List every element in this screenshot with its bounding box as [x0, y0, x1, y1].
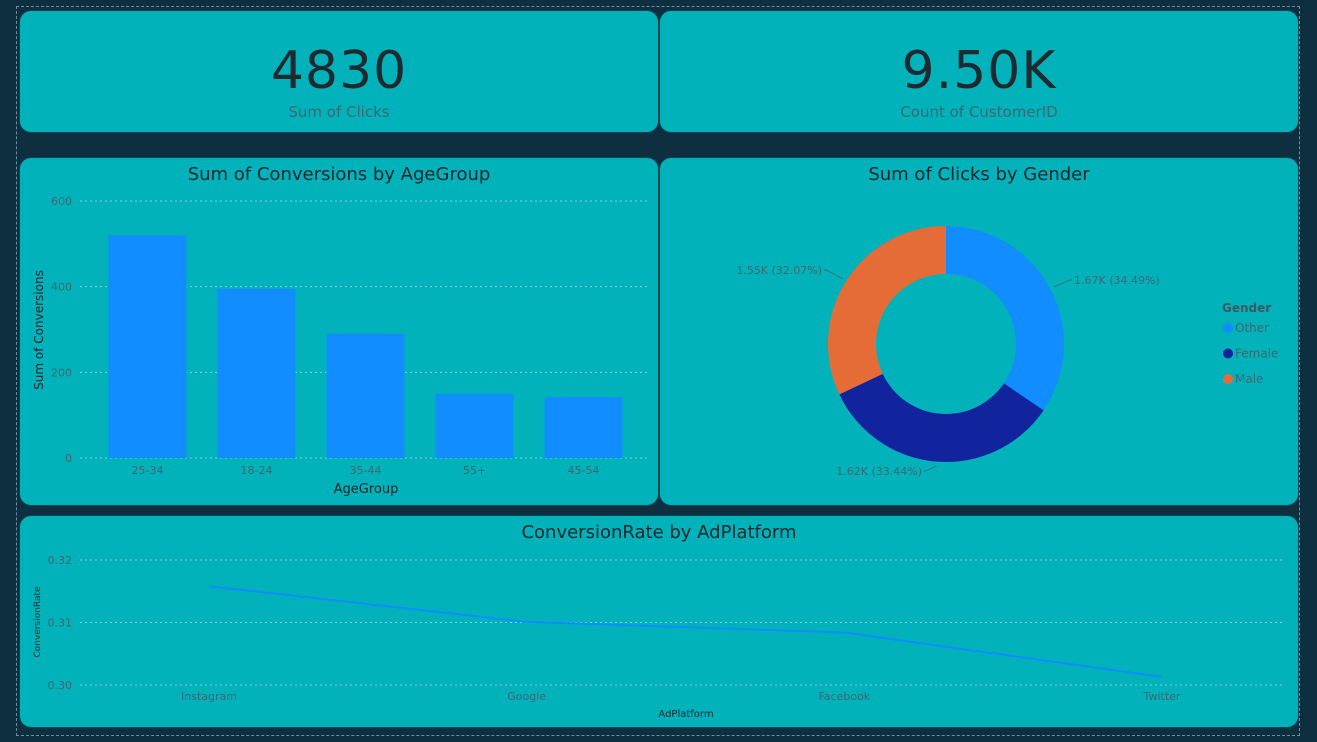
- line-chart-card[interactable]: ConversionRate by AdPlatform 0.30 0.31 0.3…: [19, 515, 1299, 728]
- kpi-value-clicks: 4830: [270, 41, 408, 101]
- bar-x-tick-label: 45-54: [568, 464, 600, 477]
- bar-45-54[interactable]: [544, 397, 623, 458]
- line-y-tick-label: 0.30: [48, 679, 73, 692]
- legend-marker-male: [1223, 374, 1233, 384]
- bar-x-tick-label: 35-44: [350, 464, 382, 477]
- bar-chart: 0 200 400 600 25-34 18-24 35-44 55+ 45-54 AgeGr…: [32, 195, 650, 497]
- kpi-label-clicks: Sum of Clicks: [288, 103, 390, 121]
- donut-chart: 1.67K (34.49%) 1.62K (33.44%) 1.55K (32.07…: [736, 226, 1278, 478]
- donut-leader-line: [924, 465, 937, 472]
- line-x-tick-label: Google: [507, 690, 546, 703]
- bar-55+[interactable]: [435, 393, 514, 458]
- donut-chart-title: Sum of Clicks by Gender: [868, 164, 1090, 185]
- donut-data-label: 1.67K (34.49%): [1074, 274, 1160, 287]
- bar-x-tick-label: 18-24: [241, 464, 273, 477]
- line-chart-title: ConversionRate by AdPlatform: [521, 522, 797, 543]
- donut-chart-card[interactable]: Sum of Clicks by Gender 1.67K (34.49%) 1.…: [659, 157, 1299, 506]
- legend-title: Gender: [1222, 301, 1271, 315]
- bar-chart-title: Sum of Conversions by AgeGroup: [187, 164, 491, 185]
- bar-y-tick-label: 400: [51, 281, 72, 294]
- bar-35-44[interactable]: [326, 333, 405, 458]
- bar-x-tick-label: 25-34: [132, 464, 164, 477]
- donut-data-label: 1.62K (33.44%): [836, 465, 922, 478]
- bar-y-tick-label: 200: [51, 366, 72, 379]
- line-y-tick-label: 0.32: [48, 554, 73, 567]
- line-chart: 0.30 0.31 0.32 Instagram Google Facebook Twit…: [33, 554, 1282, 720]
- legend-item-female[interactable]: Female: [1235, 347, 1278, 361]
- line-chart-y-axis-title: ConversionRate: [33, 586, 43, 658]
- legend-marker-female: [1223, 348, 1233, 359]
- kpi-label-customers: Count of CustomerID: [900, 103, 1058, 121]
- kpi-card-clicks[interactable]: 4830 Sum of Clicks: [19, 10, 659, 133]
- bar-chart-x-axis-title: AgeGroup: [334, 482, 399, 497]
- line-x-tick-label: Twitter: [1143, 690, 1181, 703]
- donut-slice-female[interactable]: [839, 373, 1044, 462]
- donut-slice-other[interactable]: [946, 226, 1064, 411]
- legend-marker-other: [1223, 323, 1233, 333]
- line-x-tick-label: Facebook: [818, 690, 870, 703]
- line-x-tick-label: Instagram: [181, 690, 237, 703]
- kpi-value-customers: 9.50K: [901, 41, 1057, 101]
- line-series-conversionrate[interactable]: [208, 585, 1163, 678]
- donut-leader-line: [824, 269, 844, 280]
- bar-x-tick-label: 55+: [463, 464, 486, 477]
- donut-slice-male[interactable]: [828, 226, 946, 395]
- bar-y-tick-label: 0: [65, 452, 72, 465]
- donut-data-label: 1.55K (32.07%): [736, 264, 822, 277]
- donut-leader-line: [1053, 279, 1072, 288]
- bar-y-tick-label: 600: [51, 195, 72, 208]
- kpi-card-customers[interactable]: 9.50K Count of CustomerID: [659, 10, 1299, 133]
- report-canvas-frame: [16, 6, 1300, 736]
- legend-item-male[interactable]: Male: [1235, 372, 1263, 386]
- bar-18-24[interactable]: [217, 288, 296, 458]
- legend-item-other[interactable]: Other: [1235, 321, 1269, 335]
- line-y-tick-label: 0.31: [48, 617, 73, 630]
- bar-chart-y-axis-title: Sum of Conversions: [32, 270, 46, 390]
- bar-chart-card[interactable]: Sum of Conversions by AgeGroup 0 200 400 60…: [19, 157, 659, 506]
- line-chart-x-axis-title: AdPlatform: [658, 709, 713, 720]
- bar-25-34[interactable]: [108, 235, 187, 458]
